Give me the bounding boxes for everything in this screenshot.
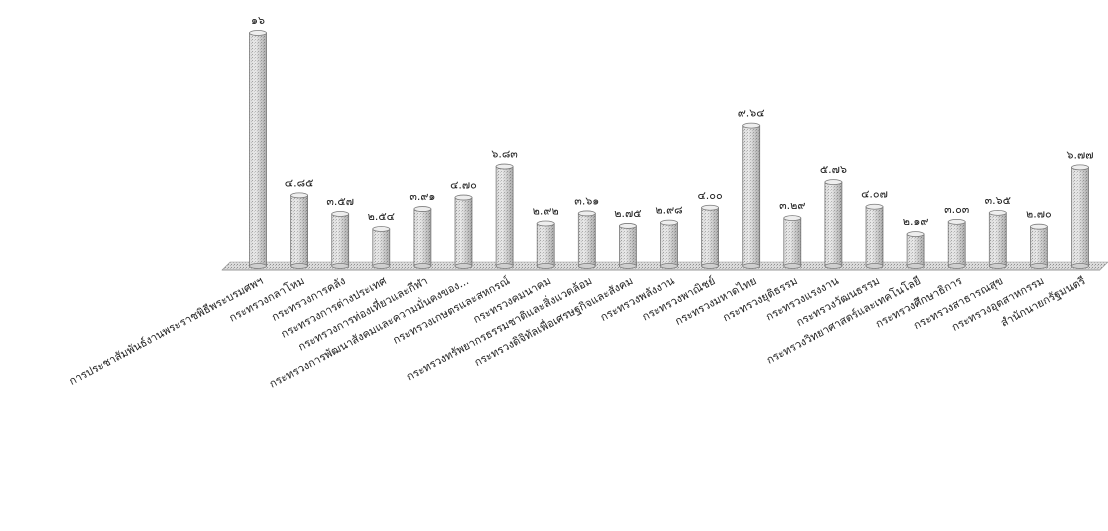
bar	[742, 122, 761, 269]
bar	[619, 223, 637, 269]
bar	[865, 203, 884, 269]
bar	[824, 179, 843, 269]
data-label: ๒.๕๔	[368, 210, 395, 223]
category-label: การประชาสัมพันธ์งานพระราชพิธีพระบรมศพฯ	[67, 274, 266, 388]
bar	[906, 231, 925, 269]
data-label: ๕.๗๖	[820, 163, 847, 176]
data-label: ๙.๖๔	[738, 107, 765, 120]
bars-group	[249, 30, 1089, 269]
data-label: ๒.๑๙	[903, 215, 929, 228]
bar	[1030, 223, 1048, 269]
bar	[249, 30, 267, 269]
data-label: ๒.๙๘	[655, 204, 682, 217]
data-label: ๖.๘๓	[491, 148, 518, 161]
bar	[701, 204, 719, 269]
data-labels-group: ๑๖๔.๘๕๓.๕๗๒.๕๔๓.๙๑๔.๗๐๖.๘๓๒.๙๒๓.๖๑๒.๗๕ ๒.…	[251, 14, 1094, 228]
data-label: ๓.๕๗	[326, 195, 354, 208]
data-label: ๔.๐๐	[697, 189, 722, 202]
bar	[454, 194, 473, 269]
bar	[495, 163, 514, 269]
bar	[577, 210, 596, 269]
data-label: ๓.๐๓	[944, 203, 969, 216]
bar	[988, 209, 1007, 269]
bar	[413, 206, 432, 269]
bar	[536, 220, 555, 269]
bar	[331, 211, 350, 269]
data-label: ๓.๖๑	[574, 194, 599, 207]
bar	[947, 218, 966, 269]
data-label: ๓.๙๑	[409, 190, 435, 203]
bar	[290, 192, 309, 269]
category-labels-group: การประชาสัมพันธ์งานพระราชพิธีพระบรมศพฯกร…	[67, 272, 1088, 390]
data-label: ๒.๙๒	[533, 204, 559, 217]
data-label: ๔.๗๐	[450, 179, 477, 192]
data-label: ๓.๒๙	[779, 199, 805, 212]
data-label: ๔.๐๗	[861, 188, 888, 201]
data-label: ๒.๗๕	[614, 207, 641, 220]
data-label: ๔.๘๕	[285, 176, 314, 189]
bar	[1071, 164, 1089, 269]
bar	[660, 219, 678, 269]
data-label: ๓.๖๕	[985, 194, 1011, 207]
bar	[372, 226, 391, 269]
data-label: ๑๖	[251, 14, 265, 27]
bar	[783, 215, 802, 269]
data-label: ๒.๗๐	[1026, 208, 1052, 221]
data-label: ๖.๗๗	[1066, 148, 1093, 161]
